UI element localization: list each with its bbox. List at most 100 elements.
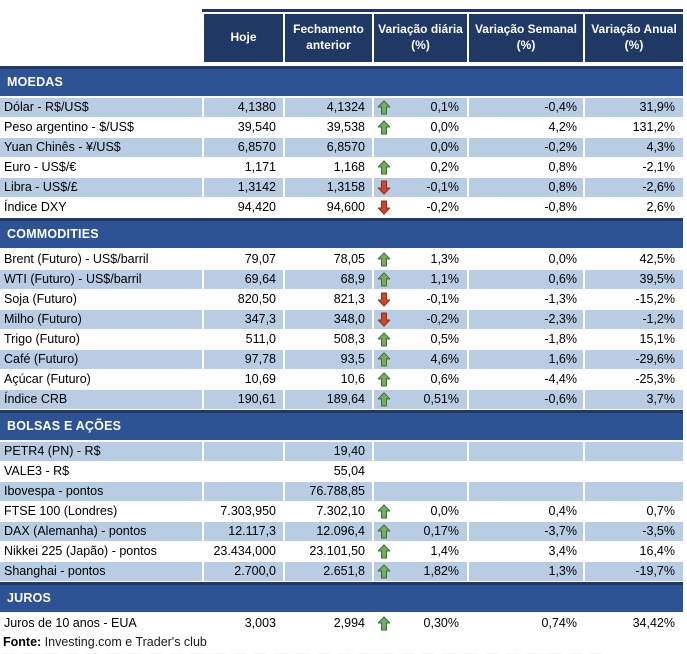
cell-variacao-anual: 0,7%	[583, 502, 683, 521]
table-body: MOEDAS Dólar - R$/US$ 4,1380 4,1324 0,1% -0,4…	[0, 66, 683, 654]
variacao-diaria-value: -0,1%	[426, 292, 459, 306]
cell-label: FTSE 100 (Londres)	[4, 504, 118, 518]
cell-hoje: 94,420	[202, 198, 283, 217]
table-row: WTI (Futuro) - US$/barril 69,64 68,9 1,1% 0,…	[0, 270, 683, 290]
up-arrow-icon	[377, 371, 391, 388]
cell-variacao-diaria: -0,2%	[372, 198, 467, 217]
cell-variacao-diaria: 0,5%	[372, 330, 467, 349]
cell-label: Libra - US$/£	[4, 180, 78, 194]
variacao-diaria-value: 0,0%	[430, 504, 460, 518]
up-arrow-icon	[377, 391, 391, 408]
column-header-fechamento-anterior: Fechamento anterior	[283, 14, 372, 62]
cell-label: Brent (Futuro) - US$/barril	[4, 252, 149, 266]
header-spacer	[0, 14, 202, 62]
cell-variacao-anual: 2,6%	[583, 198, 683, 217]
cell-fechamento: 68,9	[283, 270, 372, 289]
cell-label: Dólar - R$/US$	[4, 100, 89, 114]
cell-variacao-diaria: 0,0%	[372, 118, 467, 137]
cell-variacao-anual: 3,7%	[583, 390, 683, 409]
table-row: Ibovespa - pontos 76.788,85	[0, 482, 683, 502]
cell-variacao-semanal	[467, 462, 583, 481]
variacao-diaria-value: 4,6%	[430, 352, 460, 366]
source-note: Fonte: Investing.com e Trader's club	[0, 635, 683, 650]
up-arrow-icon	[377, 99, 391, 116]
cell-label: Índice CRB	[4, 392, 68, 406]
cell-variacao-diaria: 1,1%	[372, 270, 467, 289]
header-top-border	[202, 9, 683, 12]
cell-variacao-anual: 4,3%	[583, 138, 683, 157]
table-row: Milho (Futuro) 347,3 348,0 -0,2% -2,3% -1,2%	[0, 310, 683, 330]
cell-variacao-semanal: -1,3%	[467, 290, 583, 309]
cell-variacao-diaria	[372, 442, 467, 461]
cell-variacao-semanal	[467, 482, 583, 501]
table-row: FTSE 100 (Londres) 7.303,950 7.302,10 0,0% 0…	[0, 502, 683, 522]
cell-fechamento: 189,64	[283, 390, 372, 409]
cell-variacao-anual: 16,4%	[583, 542, 683, 561]
table-row: Índice DXY 94,420 94,600 -0,2% -0,8% 2,6%	[0, 198, 683, 218]
table-row: Café (Futuro) 97,78 93,5 4,6% 1,6% -29,6%	[0, 350, 683, 370]
section-header-commodities: COMMODITIES	[0, 218, 683, 248]
cell-variacao-diaria: 1,3%	[372, 250, 467, 269]
cell-variacao-semanal	[467, 442, 583, 461]
cell-variacao-diaria: 0,2%	[372, 158, 467, 177]
table-row: Libra - US$/£ 1,3142 1,3158 -0,1% 0,8% -2,6%	[0, 178, 683, 198]
variacao-diaria-value: 1,82%	[423, 564, 459, 578]
variacao-diaria-value: 0,2%	[430, 160, 460, 174]
cell-variacao-semanal: 0,4%	[467, 502, 583, 521]
cell-variacao-diaria: -0,1%	[372, 178, 467, 197]
cell-label: DAX (Alemanha) - pontos	[4, 524, 147, 538]
cell-variacao-anual: -2,1%	[583, 158, 683, 177]
cell-variacao-anual	[583, 482, 683, 501]
cell-fechamento: 55,04	[283, 462, 372, 481]
column-header-variacao-diaria: Variação diária (%)	[372, 14, 467, 62]
cell-hoje: 7.303,950	[202, 502, 283, 521]
cell-variacao-anual: -2,6%	[583, 178, 683, 197]
variacao-diaria-value: -0,2%	[426, 200, 459, 214]
cell-variacao-anual: 42,5%	[583, 250, 683, 269]
cell-variacao-diaria: 0,6%	[372, 370, 467, 389]
table-row: PETR4 (PN) - R$ 19,40	[0, 442, 683, 462]
variacao-diaria-value: 0,6%	[430, 372, 460, 386]
cell-label: Índice DXY	[4, 200, 67, 214]
cell-label: VALE3 - R$	[4, 464, 70, 478]
cell-variacao-diaria: -0,1%	[372, 290, 467, 309]
cell-variacao-anual: -1,2%	[583, 310, 683, 329]
cell-hoje	[202, 482, 283, 501]
cell-fechamento: 10,6	[283, 370, 372, 389]
cell-variacao-anual: -29,6%	[583, 350, 683, 369]
cell-variacao-anual: 34,42%	[583, 614, 683, 633]
cell-variacao-diaria	[372, 482, 467, 501]
up-arrow-icon	[377, 503, 391, 520]
cell-fechamento: 2.651,8	[283, 562, 372, 581]
cell-variacao-diaria: 0,1%	[372, 98, 467, 117]
down-arrow-icon	[377, 199, 391, 216]
cell-label: Café (Futuro)	[4, 352, 79, 366]
table-row: Peso argentino - $/US$ 39,540 39,538 0,0% 4,…	[0, 118, 683, 138]
cell-label: Euro - US$/€	[4, 160, 77, 174]
down-arrow-icon	[377, 179, 391, 196]
cell-variacao-anual: 131,2%	[583, 118, 683, 137]
table-row: Euro - US$/€ 1,171 1,168 0,2% 0,8% -2,1%	[0, 158, 683, 178]
table-row: Brent (Futuro) - US$/barril 79,07 78,05 1,3…	[0, 250, 683, 270]
section-header-moedas: MOEDAS	[0, 66, 683, 96]
cell-hoje: 12.117,3	[202, 522, 283, 541]
cell-hoje: 4,1380	[202, 98, 283, 117]
cell-fechamento: 7.302,10	[283, 502, 372, 521]
cell-variacao-semanal: 0,74%	[467, 614, 583, 633]
variacao-diaria-value: 0,1%	[430, 100, 460, 114]
cell-hoje: 79,07	[202, 250, 283, 269]
up-arrow-icon	[377, 563, 391, 580]
cell-variacao-diaria	[372, 462, 467, 481]
cell-variacao-diaria: -0,2%	[372, 310, 467, 329]
cell-fechamento: 508,3	[283, 330, 372, 349]
cell-fechamento: 23.101,50	[283, 542, 372, 561]
cell-variacao-anual: 15,1%	[583, 330, 683, 349]
cell-label: PETR4 (PN) - R$	[4, 444, 101, 458]
cell-variacao-anual: 39,5%	[583, 270, 683, 289]
cell-label: Juros de 10 anos - EUA	[4, 616, 137, 630]
cell-hoje: 1,3142	[202, 178, 283, 197]
up-arrow-icon	[377, 331, 391, 348]
cell-variacao-diaria: 0,51%	[372, 390, 467, 409]
cell-fechamento: 2,994	[283, 614, 372, 633]
cell-fechamento: 93,5	[283, 350, 372, 369]
